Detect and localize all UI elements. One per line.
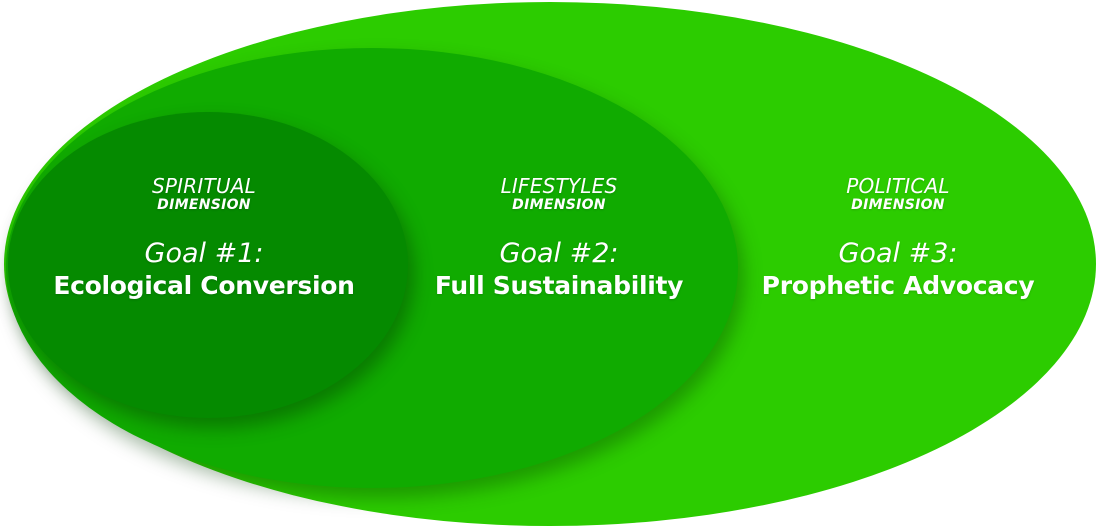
lifestyles-label-group: LIFESTYLES DIMENSION Goal #2: Full Susta… (434, 174, 684, 303)
political-label-group: POLITICAL DIMENSION Goal #3: Prophetic A… (762, 175, 1035, 303)
goal-number: Goal #2: (499, 238, 619, 269)
dimension-name: POLITICAL (846, 174, 950, 198)
spiritual-ellipse (8, 112, 408, 418)
spiritual-label-group: SPIRITUAL DIMENSION Goal #1: Ecological … (53, 174, 355, 303)
goal-number: Goal #1: (144, 238, 264, 269)
dimension-name: LIFESTYLES (500, 174, 618, 198)
dimension-name: SPIRITUAL (152, 174, 256, 198)
dimension-word: DIMENSION (851, 197, 945, 213)
goal-title: Full Sustainability (434, 271, 684, 300)
dimension-word: DIMENSION (157, 197, 251, 213)
goal-number: Goal #3: (838, 238, 958, 269)
goal-title: Prophetic Advocacy (761, 271, 1035, 300)
goal-title: Ecological Conversion (53, 271, 355, 300)
dimension-word: DIMENSION (512, 197, 606, 213)
